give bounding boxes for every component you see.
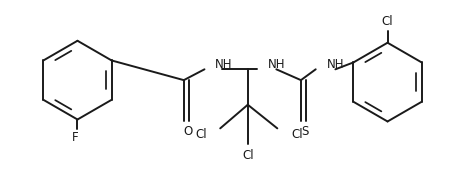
Text: NH: NH bbox=[268, 58, 285, 71]
Text: F: F bbox=[72, 131, 79, 144]
Text: NH: NH bbox=[215, 58, 233, 71]
Text: Cl: Cl bbox=[291, 128, 303, 141]
Text: S: S bbox=[301, 125, 308, 138]
Text: Cl: Cl bbox=[242, 149, 254, 162]
Text: Cl: Cl bbox=[382, 15, 394, 28]
Text: NH: NH bbox=[327, 58, 344, 71]
Text: O: O bbox=[183, 125, 192, 138]
Text: Cl: Cl bbox=[196, 128, 207, 141]
